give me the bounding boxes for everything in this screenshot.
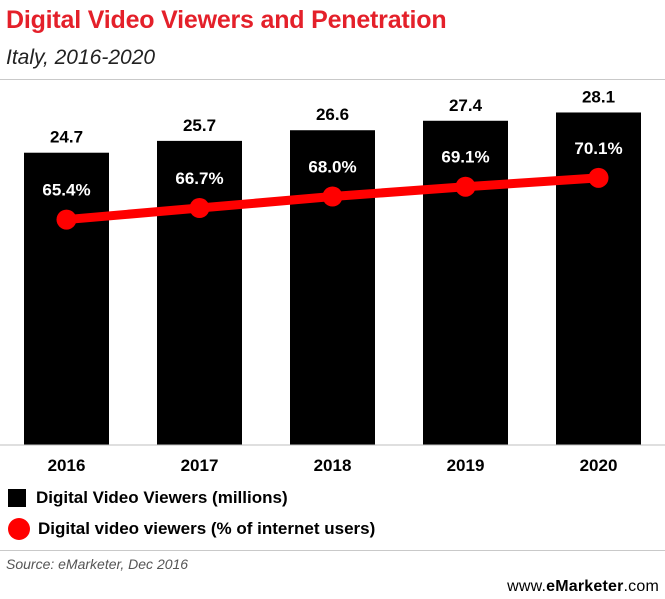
brand-logo: www.eMarketer.com <box>507 578 659 596</box>
bar-2020 <box>556 112 641 445</box>
legend-item-line: Digital video viewers (% of internet use… <box>8 517 375 541</box>
line-value-label-2018: 68.0% <box>308 158 356 177</box>
legend-label-bars: Digital Video Viewers (millions) <box>36 488 288 507</box>
chart-plot: 24.7 2016 25.7 2017 26.6 2018 27.4 2019 28.1 2020… <box>0 87 665 475</box>
bar-2018 <box>290 130 375 445</box>
legend-item-bars: Digital Video Viewers (millions) <box>8 486 288 510</box>
line-value-label-2016: 65.4% <box>42 181 90 200</box>
bar-value-label-2017: 25.7 <box>183 116 216 135</box>
bar-value-label-2016: 24.7 <box>50 128 83 147</box>
legend-swatch-bars <box>8 489 26 507</box>
x-tick-label-2019: 2019 <box>447 456 485 475</box>
chart-subtitle: Italy, 2016-2020 <box>6 46 156 69</box>
x-tick-label-2020: 2020 <box>580 456 618 475</box>
bar-2017 <box>157 140 242 445</box>
line-point-2017 <box>189 198 210 219</box>
x-tick-label-2018: 2018 <box>314 456 352 475</box>
bar-value-label-2019: 27.4 <box>449 96 483 115</box>
x-tick-label-2016: 2016 <box>48 456 86 475</box>
brand-name: eMarketer <box>546 578 624 595</box>
x-tick-label-2017: 2017 <box>181 456 219 475</box>
line-value-label-2019: 69.1% <box>441 148 489 167</box>
brand-suffix: .com <box>623 578 659 595</box>
source-note: Source: eMarketer, Dec 2016 <box>6 556 189 572</box>
header-divider <box>0 79 665 80</box>
line-value-label-2017: 66.7% <box>175 169 223 188</box>
legend-label-line: Digital video viewers (% of internet use… <box>38 519 376 538</box>
line-point-2016 <box>56 209 77 230</box>
bar-2016 <box>24 152 109 445</box>
bar-value-label-2018: 26.6 <box>316 105 349 124</box>
line-point-2018 <box>322 186 343 207</box>
footer-divider <box>0 550 665 551</box>
chart-title: Digital Video Viewers and Penetration <box>6 6 447 34</box>
line-point-2019 <box>455 176 476 197</box>
line-value-label-2020: 70.1% <box>574 139 622 158</box>
bar-value-label-2020: 28.1 <box>582 87 615 106</box>
bar-2019 <box>423 120 508 446</box>
legend-swatch-line <box>8 518 30 540</box>
brand-prefix: www. <box>507 578 547 595</box>
line-point-2020 <box>588 167 609 188</box>
